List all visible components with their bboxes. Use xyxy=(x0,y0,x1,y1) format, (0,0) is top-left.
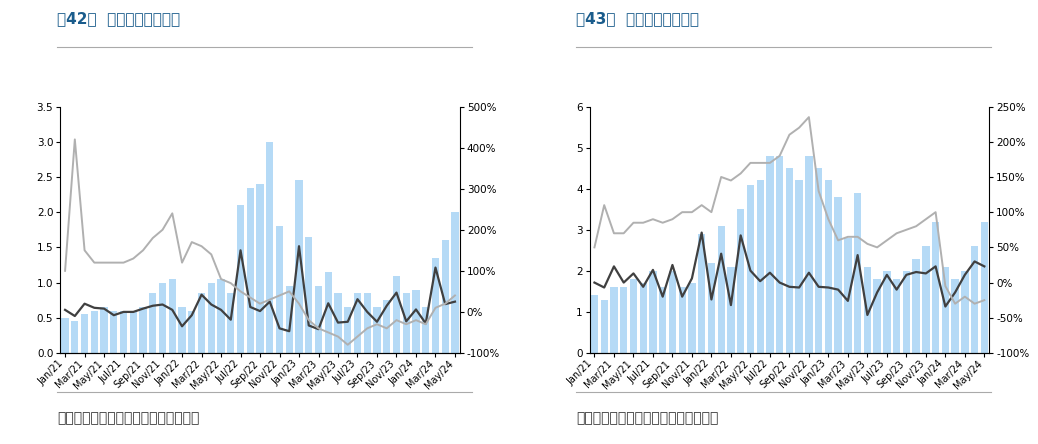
Bar xyxy=(728,267,735,353)
Bar xyxy=(893,279,900,353)
Bar xyxy=(188,311,195,353)
Bar xyxy=(912,258,920,353)
Bar xyxy=(844,238,851,353)
Bar xyxy=(325,272,332,353)
Bar xyxy=(766,156,773,353)
Bar xyxy=(198,293,206,353)
Bar xyxy=(922,246,929,353)
Bar xyxy=(90,311,98,353)
Bar xyxy=(698,234,706,353)
Bar xyxy=(737,209,744,353)
Bar xyxy=(610,287,618,353)
Bar xyxy=(374,307,381,353)
Bar xyxy=(227,293,235,353)
Bar xyxy=(139,307,146,353)
Bar xyxy=(805,156,813,353)
Bar xyxy=(61,318,69,353)
Bar xyxy=(403,293,410,353)
Bar xyxy=(110,311,117,353)
Bar xyxy=(266,142,273,353)
Bar xyxy=(932,222,939,353)
Bar xyxy=(101,307,108,353)
Bar xyxy=(383,300,390,353)
Bar xyxy=(432,258,439,353)
Bar xyxy=(873,279,881,353)
Bar xyxy=(864,267,871,353)
Bar xyxy=(883,271,891,353)
Bar xyxy=(276,226,283,353)
Bar xyxy=(412,289,419,353)
Bar xyxy=(650,271,657,353)
Bar xyxy=(334,293,342,353)
Bar xyxy=(786,168,793,353)
Bar xyxy=(639,283,647,353)
Bar xyxy=(305,237,312,353)
Bar xyxy=(620,287,627,353)
Bar xyxy=(344,307,352,353)
Bar xyxy=(237,205,244,353)
Bar xyxy=(422,307,430,353)
Bar xyxy=(441,240,448,353)
Bar xyxy=(952,279,959,353)
Bar xyxy=(179,307,186,353)
Bar xyxy=(815,168,822,353)
Bar xyxy=(285,286,293,353)
Bar xyxy=(630,279,637,353)
Bar xyxy=(217,279,224,353)
Bar xyxy=(315,286,322,353)
Bar xyxy=(961,271,968,353)
Bar xyxy=(659,287,666,353)
Bar xyxy=(363,293,371,353)
Bar xyxy=(708,263,715,353)
Text: 数据来源：海关总署，东吴证券研究所: 数据来源：海关总署，东吴证券研究所 xyxy=(57,411,199,425)
Bar xyxy=(130,311,137,353)
Bar xyxy=(776,156,784,353)
Text: 数据来源：海关总署，东吴证券研究所: 数据来源：海关总署，东吴证券研究所 xyxy=(576,411,718,425)
Bar xyxy=(149,293,157,353)
Text: 图43：  广东省逆变器出口: 图43： 广东省逆变器出口 xyxy=(576,11,699,26)
Bar xyxy=(941,267,949,353)
Bar xyxy=(795,181,802,353)
Bar xyxy=(825,181,832,353)
Bar xyxy=(168,279,176,353)
Bar xyxy=(688,283,695,353)
Bar xyxy=(72,321,79,353)
Bar xyxy=(591,296,598,353)
Bar xyxy=(835,197,842,353)
Bar xyxy=(296,181,303,353)
Bar xyxy=(392,276,400,353)
Bar xyxy=(354,293,361,353)
Bar xyxy=(971,246,978,353)
Bar xyxy=(208,282,215,353)
Bar xyxy=(668,271,676,353)
Bar xyxy=(717,226,725,353)
Bar xyxy=(757,181,764,353)
Bar xyxy=(81,314,88,353)
Bar xyxy=(903,271,910,353)
Bar xyxy=(452,212,459,353)
Text: 图42：  浙江省逆变器出口: 图42： 浙江省逆变器出口 xyxy=(57,11,181,26)
Bar xyxy=(247,187,254,353)
Bar xyxy=(601,300,608,353)
Bar xyxy=(159,282,166,353)
Bar xyxy=(120,311,128,353)
Bar xyxy=(746,185,754,353)
Bar xyxy=(256,184,264,353)
Bar xyxy=(854,193,862,353)
Bar xyxy=(679,287,686,353)
Bar xyxy=(981,222,988,353)
